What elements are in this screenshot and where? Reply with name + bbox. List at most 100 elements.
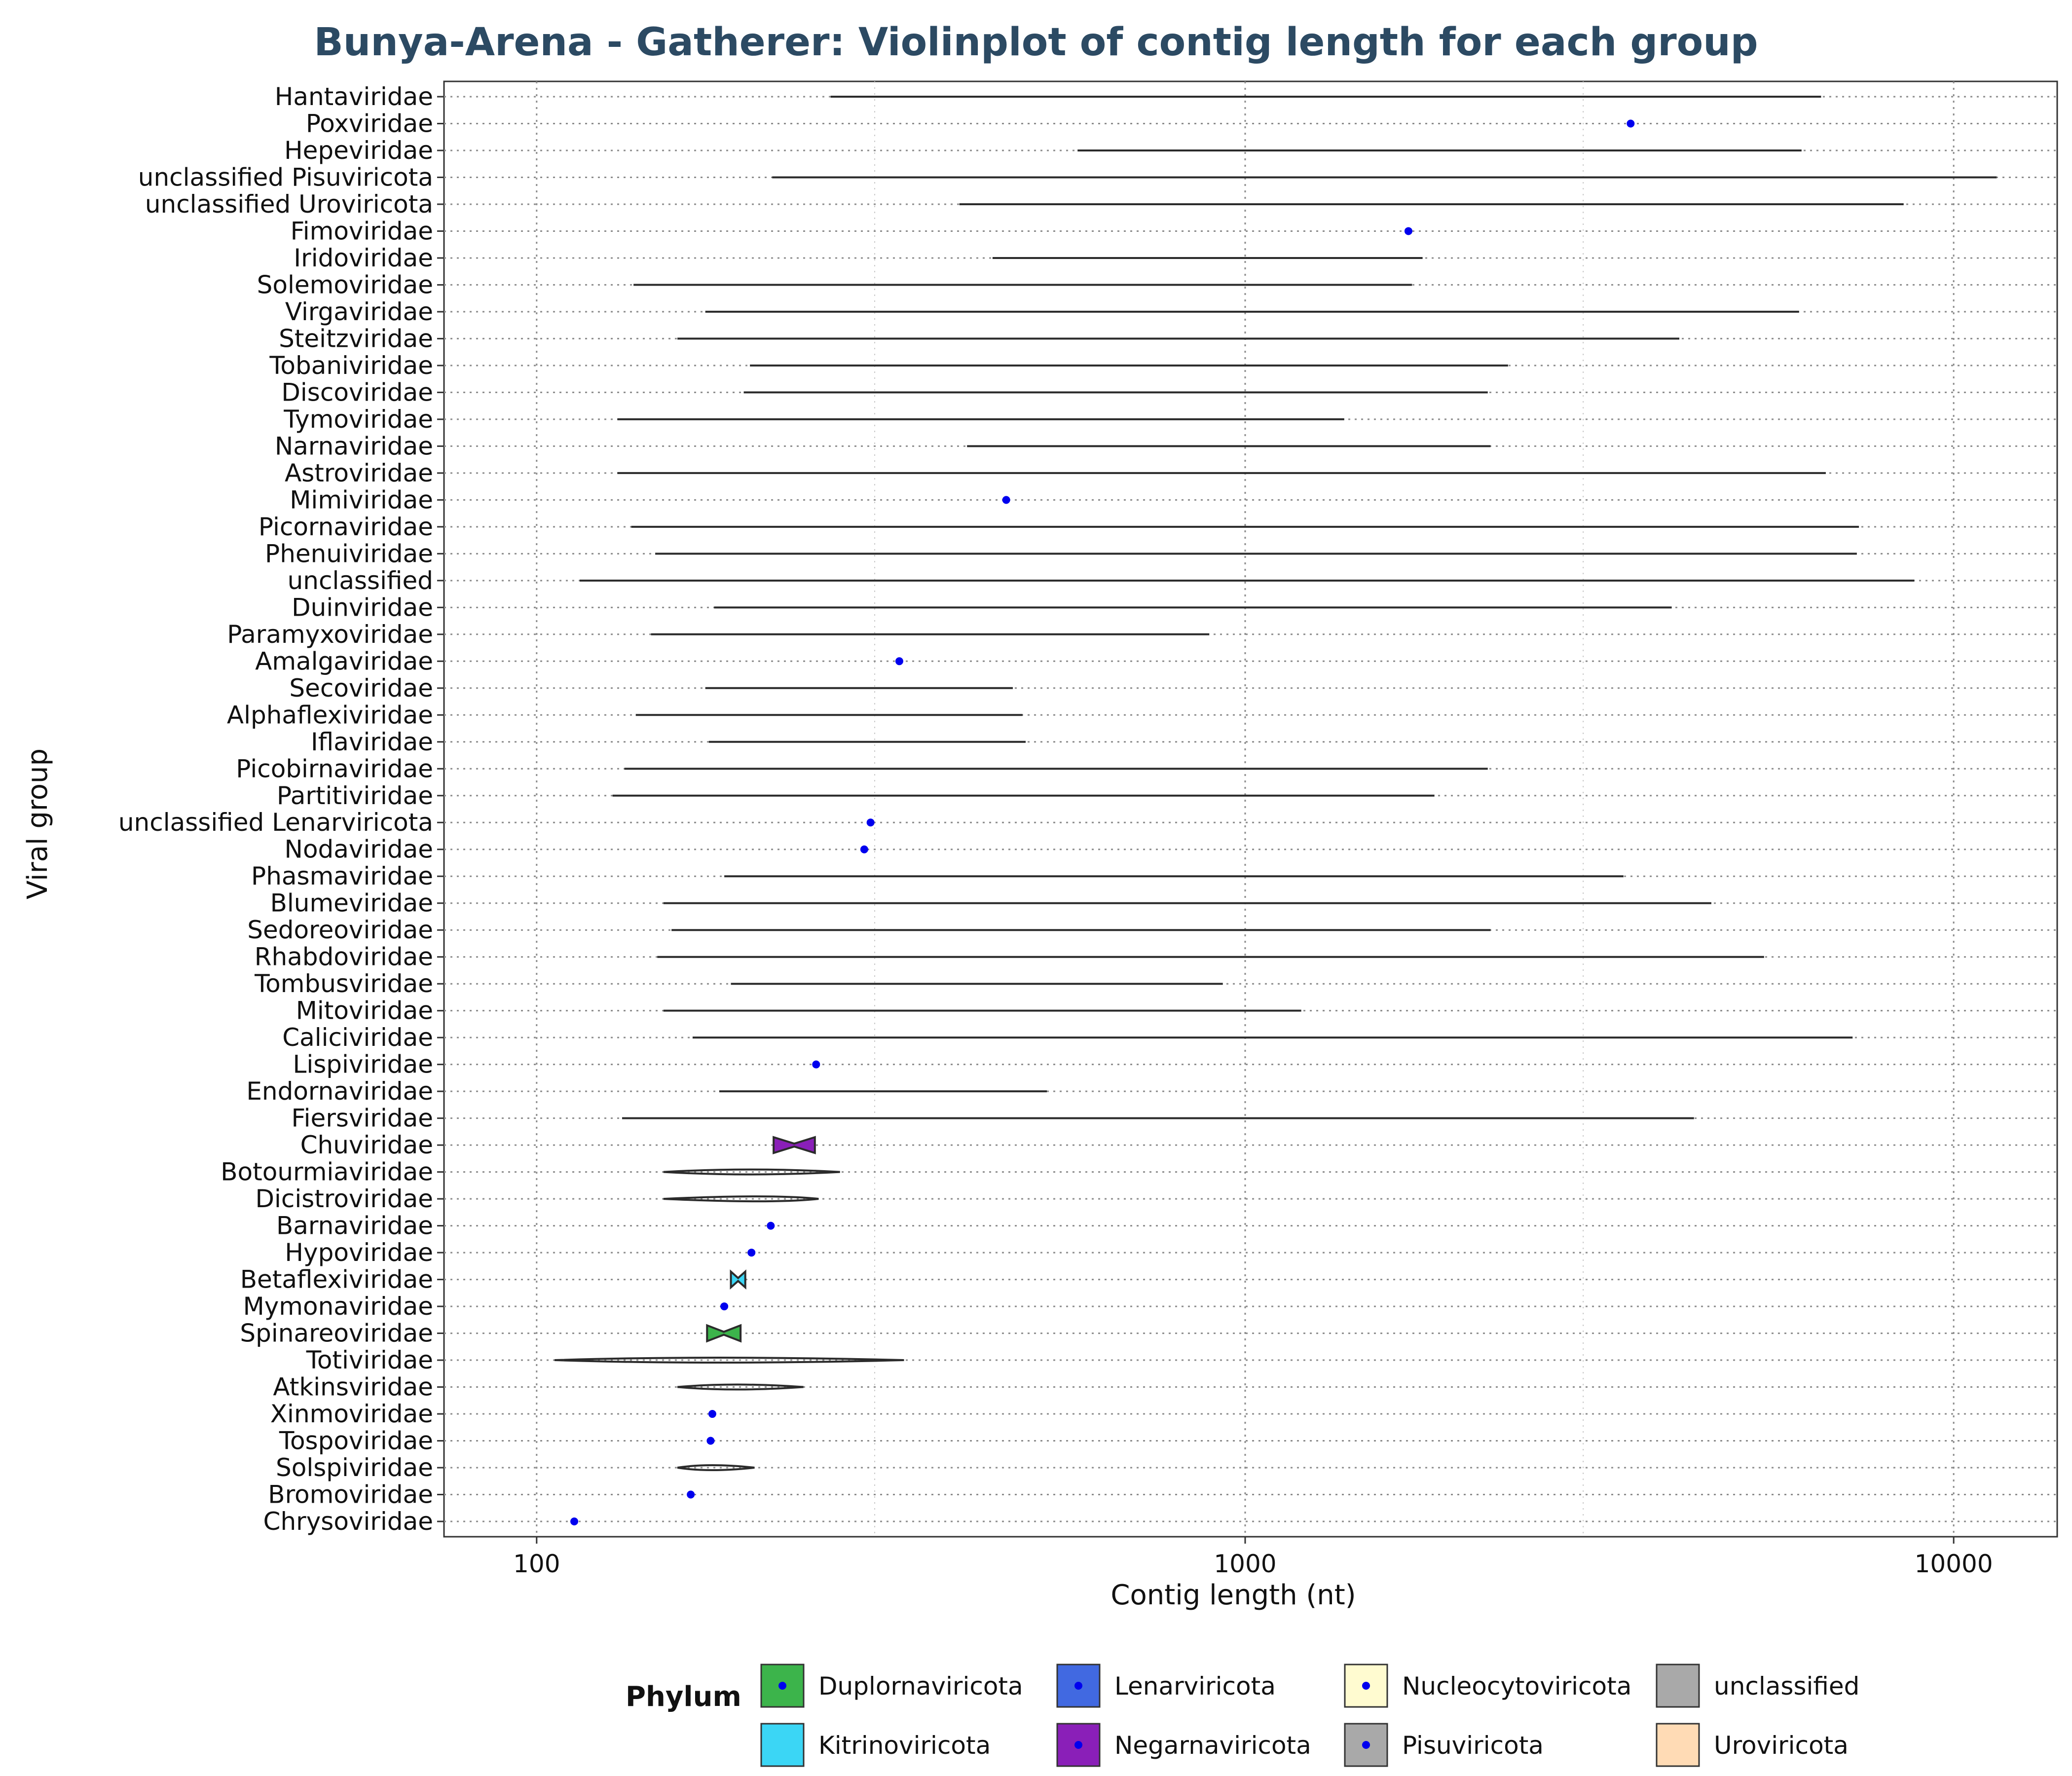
chart-title: Bunya-Arena - Gatherer: Violinplot of co…	[314, 20, 1758, 65]
y-tick-label: Astroviridae	[285, 459, 433, 487]
legend-dot	[1074, 1741, 1082, 1749]
y-tick-label: Nodaviridae	[285, 835, 433, 864]
y-tick-label: Phenuiviridae	[265, 539, 433, 568]
y-axis-label: Viral group	[22, 748, 54, 899]
x-tick-label: 1000	[1214, 1550, 1276, 1578]
data-point	[767, 1221, 775, 1230]
legend-label: Uroviricota	[1714, 1731, 1849, 1760]
data-point	[747, 1249, 756, 1257]
y-tick-label: Narnaviridae	[275, 432, 433, 460]
violin-mark	[730, 1269, 746, 1290]
y-tick-label: Duinviridae	[292, 593, 433, 622]
violin-mark	[706, 1324, 742, 1343]
y-tick-label: Endornaviridae	[246, 1077, 433, 1106]
y-tick-label: Iflaviridae	[311, 728, 433, 756]
legend-dot	[1362, 1741, 1370, 1749]
y-tick-label: Poxviridae	[306, 109, 433, 138]
y-tick-label: Chuviridae	[300, 1131, 433, 1159]
legend-dot	[1074, 1682, 1082, 1690]
legend-dot	[778, 1682, 786, 1690]
violin-mark	[677, 1464, 755, 1471]
y-tick-label: Paramyxoviridae	[227, 620, 433, 649]
marks-layer	[555, 96, 1997, 1525]
y-tick-label: Lispiviridae	[293, 1050, 434, 1079]
y-tick-label: Xinmoviridae	[270, 1400, 433, 1428]
legend-label: Nucleocytoviricota	[1402, 1672, 1631, 1701]
y-tick-label: Rhabdoviridae	[255, 943, 433, 971]
y-tick-label: unclassified Uroviricota	[145, 190, 433, 219]
y-tick-label: Picornaviridae	[259, 513, 433, 541]
y-tick-label: Iridoviridae	[294, 244, 433, 272]
y-tick-label: Atkinsviridae	[273, 1373, 433, 1402]
y-tick-label: Hypoviridae	[285, 1238, 433, 1267]
y-tick-label: Amalgaviridae	[255, 647, 433, 675]
y-tick-label: Mitoviridae	[296, 997, 433, 1025]
data-point	[708, 1410, 716, 1418]
legend-dot	[1362, 1682, 1370, 1690]
y-tick-label: Solemoviridae	[257, 270, 433, 299]
y-tick-label: Sedoreoviridae	[247, 916, 433, 944]
legend: Phylum Duplornaviricota Kitrinoviricota Le…	[626, 1664, 1859, 1767]
y-tick-label: Betaflexiviridae	[240, 1265, 433, 1294]
y-tick-label: Virgaviridae	[285, 297, 433, 326]
y-tick-label: Spinareoviridae	[240, 1319, 433, 1348]
legend-label: Lenarviricota	[1114, 1672, 1276, 1701]
data-point	[860, 845, 868, 853]
legend-swatch	[1656, 1723, 1700, 1767]
y-tick-label: Fiersviridae	[292, 1104, 433, 1133]
data-point	[706, 1437, 715, 1445]
y-tick-label: Botourmiaviridae	[221, 1158, 433, 1186]
data-point	[720, 1302, 729, 1311]
y-tick-label: Barnaviridae	[276, 1212, 433, 1240]
legend-swatch	[760, 1723, 805, 1767]
data-point	[866, 818, 875, 827]
y-tick-labels: HantaviridaePoxviridaeHepeviridaeunclass…	[118, 82, 444, 1536]
y-tick-label: Mymonaviridae	[243, 1292, 433, 1321]
legend-label: Negarnaviricota	[1114, 1731, 1311, 1760]
y-tick-label: Dicistroviridae	[255, 1184, 433, 1213]
y-tick-label: Caliciviridae	[282, 1023, 433, 1052]
y-tick-label: Hantaviridae	[275, 82, 433, 111]
y-tick-label: Solspiviridae	[276, 1453, 433, 1482]
y-tick-label: Tospoviridae	[279, 1427, 433, 1455]
y-tick-label: Tymoviridae	[283, 405, 433, 434]
data-point	[687, 1490, 695, 1499]
x-tick-label: 100	[513, 1550, 560, 1578]
data-point	[570, 1517, 579, 1525]
y-tick-label: Mimiviridae	[290, 485, 433, 514]
y-tick-label: Hepeviridae	[284, 136, 433, 165]
y-tick-label: unclassified Lenarviricota	[118, 808, 433, 837]
y-tick-label: Secoviridae	[289, 674, 433, 703]
y-tick-label: Bromoviridae	[268, 1480, 433, 1509]
legend-label: unclassified	[1714, 1672, 1859, 1701]
data-point	[1002, 496, 1010, 504]
data-point	[812, 1060, 820, 1069]
x-tick-labels: 100 1000 10000	[513, 1537, 1993, 1578]
y-tick-label: Alphaflexiviridae	[227, 701, 433, 729]
violin-mark	[663, 1195, 819, 1203]
y-tick-label: Blumeviridae	[270, 889, 433, 918]
data-point	[1627, 119, 1635, 128]
y-tick-label: unclassified Pisuviricota	[138, 163, 433, 191]
y-tick-label: unclassified	[288, 566, 433, 595]
data-point	[1404, 227, 1412, 235]
violin-mark	[555, 1357, 904, 1364]
y-tick-label: Steitzviridae	[279, 324, 433, 353]
x-axis-label: Contig length (nt)	[1110, 1579, 1356, 1611]
violin-mark	[773, 1136, 816, 1154]
data-point	[895, 657, 903, 666]
legend-label: Duplornaviricota	[818, 1672, 1023, 1701]
y-tick-label: Fimoviridae	[291, 217, 433, 245]
violin-mark	[677, 1383, 804, 1391]
y-tick-label: Partitiviridae	[277, 781, 433, 810]
x-tick-label: 10000	[1915, 1550, 1993, 1578]
y-tick-label: Totiviridae	[306, 1346, 433, 1374]
grid-layer	[444, 81, 2057, 1537]
plot-panel	[443, 80, 2058, 1538]
y-tick-label: Chrysoviridae	[263, 1507, 433, 1536]
y-tick-label: Phasmaviridae	[251, 862, 433, 890]
y-tick-label: Tombusviridae	[254, 969, 433, 998]
legend-label: Kitrinoviricota	[818, 1731, 991, 1760]
y-tick-label: Picobirnaviridae	[236, 754, 433, 783]
